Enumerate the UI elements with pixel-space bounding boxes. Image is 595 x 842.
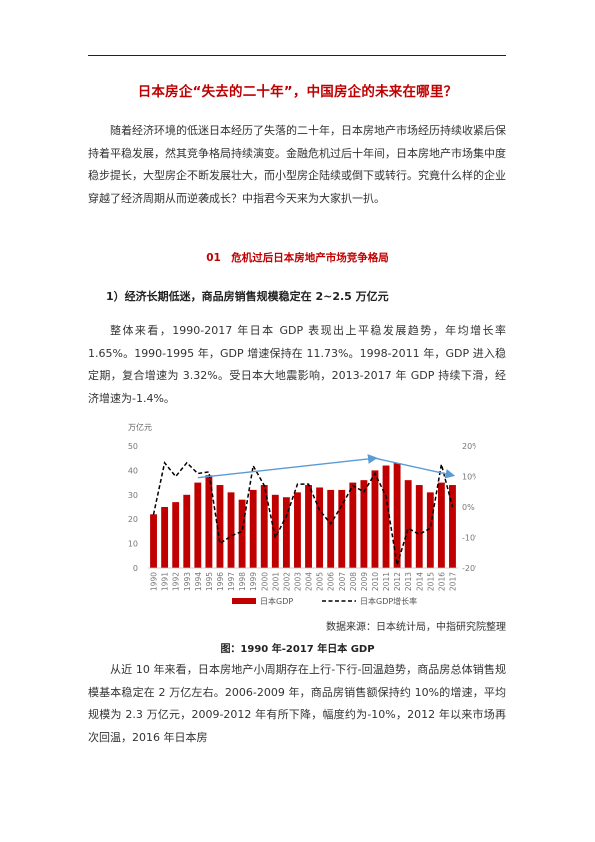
x-tick-label: 1996 [216, 572, 225, 591]
gdp-bar [371, 470, 379, 568]
gdp-bar [360, 480, 368, 568]
gdp-bar [249, 489, 257, 568]
figure-caption: 图：1990 年-2017 年日本 GDP [220, 644, 375, 655]
gdp-bar [338, 489, 346, 568]
y-tick-right: 20% [462, 442, 476, 451]
legend-growth-label: 日本GDP增长率 [360, 596, 417, 606]
gdp-bar [437, 482, 445, 568]
gdp-bar [282, 497, 290, 568]
y-tick-left: 40 [128, 466, 138, 475]
x-tick-label: 2000 [260, 572, 269, 591]
x-tick-label: 2015 [426, 572, 435, 591]
x-tick-label: 1992 [172, 572, 181, 591]
y-tick-left: 10 [128, 540, 138, 549]
gdp-bar [404, 480, 412, 568]
y-tick-right: 10% [462, 473, 476, 482]
legend-gdp-label: 日本GDP [260, 596, 293, 606]
gdp-chart: 万亿元01020304050-20%-10%0%10%20%1990199119… [128, 422, 476, 606]
gdp-bar [205, 475, 213, 568]
gdp-bar [150, 514, 157, 568]
gdp-bar [349, 482, 357, 568]
gdp-bar [294, 492, 301, 568]
y-tick-right: -10% [462, 534, 476, 543]
top-rule [88, 55, 506, 56]
gdp-bar [216, 485, 224, 568]
x-tick-label: 2004 [305, 572, 314, 591]
x-tick-label: 1994 [194, 572, 203, 591]
gdp-growth-line [152, 461, 454, 566]
gdp-bar [183, 494, 191, 568]
trend-arrow [374, 457, 456, 479]
y-tick-right: 0% [462, 503, 475, 512]
x-tick-label: 1993 [183, 572, 192, 591]
gdp-bar [449, 485, 456, 568]
x-tick-label: 2014 [415, 572, 424, 591]
data-source: 数据来源：日本统计局，中指研究院整理 [326, 622, 506, 633]
x-tick-label: 2001 [271, 572, 280, 591]
y-tick-left: 20 [128, 515, 138, 524]
x-tick-label: 1999 [249, 572, 258, 591]
section-heading: 01 危机过后日本房地产市场竞争格局 [206, 252, 389, 264]
x-tick-label: 2007 [338, 572, 347, 591]
x-tick-label: 2003 [293, 572, 302, 591]
unit-label: 万亿元 [128, 422, 152, 432]
x-tick-label: 1995 [205, 572, 214, 591]
gdp-bar [194, 482, 202, 568]
trend-arrow [197, 454, 378, 479]
y-tick-left: 30 [128, 491, 138, 500]
gdp-bar [426, 492, 434, 568]
gdp-bar [316, 487, 324, 568]
x-tick-label: 2016 [437, 572, 446, 591]
y-tick-right: -20% [462, 564, 476, 573]
gdp-paragraph: 整体来看，1990-2017 年日本 GDP 表现出上平稳发展趋势，年均增长率 … [88, 324, 506, 405]
housing-paragraph: 从近 10 年来看，日本房地产小周期存在上行-下行-回温趋势，商品房总体销售规模… [88, 663, 506, 744]
intro-paragraph: 随着经济环境的低迷日本经历了失落的二十年，日本房地产市场经历持续收紧后保持着平稳… [88, 124, 506, 205]
gdp-bar [271, 494, 279, 568]
gdp-bar [161, 507, 169, 568]
gdp-bar [393, 463, 401, 568]
x-tick-label: 1991 [161, 572, 170, 591]
x-tick-label: 1998 [238, 572, 247, 591]
gdp-bar [415, 485, 423, 568]
x-tick-label: 2011 [382, 572, 391, 591]
subheading: 1）经济长期低迷，商品房销售规模稳定在 2~2.5 万亿元 [106, 290, 389, 303]
x-tick-label: 1990 [150, 572, 159, 591]
y-tick-left: 50 [128, 442, 138, 451]
gdp-bar [327, 489, 335, 568]
x-tick-label: 2005 [316, 572, 325, 591]
gdp-bar [382, 465, 390, 568]
legend-gdp-swatch [232, 598, 256, 604]
x-tick-label: 2009 [360, 572, 369, 591]
gdp-bar [172, 502, 180, 568]
y-tick-left: 0 [133, 564, 138, 573]
x-tick-label: 2017 [448, 572, 457, 591]
x-tick-label: 2013 [404, 572, 413, 591]
x-tick-label: 2006 [327, 572, 336, 591]
gdp-bar [238, 499, 246, 568]
x-tick-label: 2008 [349, 572, 358, 591]
gdp-bar [227, 492, 235, 568]
x-tick-label: 1997 [227, 572, 236, 591]
x-tick-label: 2002 [282, 572, 291, 591]
gdp-bar [260, 485, 268, 568]
x-tick-label: 2012 [393, 572, 402, 591]
x-tick-label: 2010 [371, 572, 380, 591]
article-title: 日本房企“失去的二十年”，中国房企的未来在哪里？ [137, 84, 458, 100]
gdp-bar [305, 485, 312, 568]
